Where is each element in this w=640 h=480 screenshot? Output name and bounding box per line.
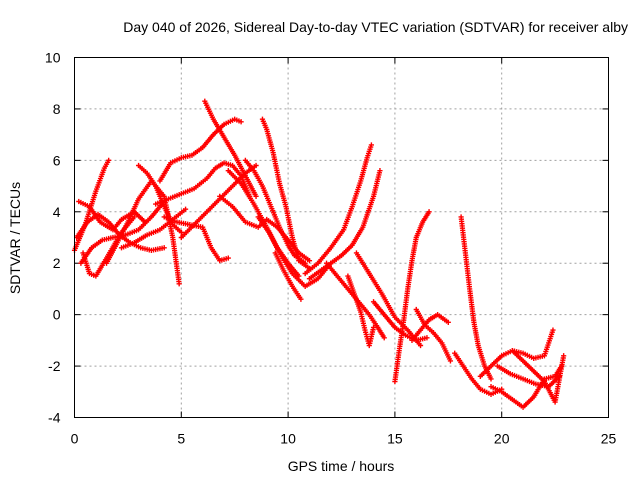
data-point	[417, 342, 424, 349]
data-point	[550, 327, 556, 333]
series-track-20	[302, 142, 375, 277]
plot-frame	[74, 57, 609, 418]
y-tick-label: 10	[45, 50, 61, 66]
data-point	[253, 193, 259, 199]
data-point	[488, 376, 494, 382]
data-point	[176, 281, 182, 287]
series-track-10	[202, 98, 259, 199]
series-track-27	[413, 306, 454, 364]
y-tick-label: 0	[53, 307, 61, 323]
data-point	[445, 319, 451, 325]
data-point	[238, 119, 244, 125]
data-point	[182, 206, 189, 212]
x-tick-label: 25	[601, 431, 617, 447]
data-point	[161, 245, 167, 251]
data-point	[225, 255, 231, 261]
series-track-5	[78, 201, 165, 266]
data-point	[106, 157, 112, 163]
x-axis-label: GPS time / hours	[288, 458, 395, 474]
axis-ticks	[74, 57, 609, 418]
grid	[74, 57, 609, 418]
data-point	[426, 209, 432, 215]
data-point	[302, 260, 308, 266]
data-point	[561, 353, 567, 359]
x-tick-label: 0	[71, 431, 79, 447]
x-tick-label: 15	[387, 431, 403, 447]
data-point	[381, 335, 387, 341]
series-track-28	[409, 312, 451, 343]
data-point	[306, 258, 313, 264]
data-point	[298, 296, 304, 302]
series-track-32	[488, 363, 565, 410]
series-track-16	[242, 157, 308, 266]
series-track-29	[452, 350, 505, 397]
x-tick-label: 20	[494, 431, 510, 447]
x-tick-labels: 0 5 10 15 20 25	[71, 431, 617, 447]
series-track-21	[306, 168, 383, 282]
data-point	[370, 324, 377, 331]
y-tick-label: -2	[48, 358, 61, 374]
x-tick-label: 10	[280, 431, 296, 447]
series-track-23	[345, 273, 377, 349]
series-track-26	[392, 209, 432, 385]
y-tick-label: -4	[48, 410, 61, 426]
chart-title: Day 040 of 2026, Sidereal Day-to-day VTE…	[123, 19, 628, 35]
data-point	[253, 162, 259, 169]
y-tick-label: 2	[53, 255, 61, 271]
y-tick-label: 6	[53, 152, 61, 168]
plot-marks	[71, 98, 567, 410]
x-tick-label: 5	[177, 431, 185, 447]
series-track-22	[323, 260, 387, 341]
series-track-7	[135, 162, 184, 235]
data-point	[377, 168, 383, 174]
y-axis-label: SDTVAR / TECUs	[7, 182, 23, 294]
series-track-34	[494, 363, 562, 390]
data-point	[368, 142, 375, 148]
series-track-13	[178, 162, 259, 241]
series-track-19	[272, 250, 304, 302]
y-tick-labels: -4 -2 0 2 4 6 8 10	[45, 50, 61, 426]
data-point	[447, 358, 454, 364]
y-tick-label: 4	[53, 204, 61, 220]
series-track-30	[458, 214, 494, 382]
data-point	[556, 373, 562, 379]
data-point	[178, 229, 184, 235]
data-point	[424, 335, 430, 341]
y-tick-label: 8	[53, 101, 61, 117]
